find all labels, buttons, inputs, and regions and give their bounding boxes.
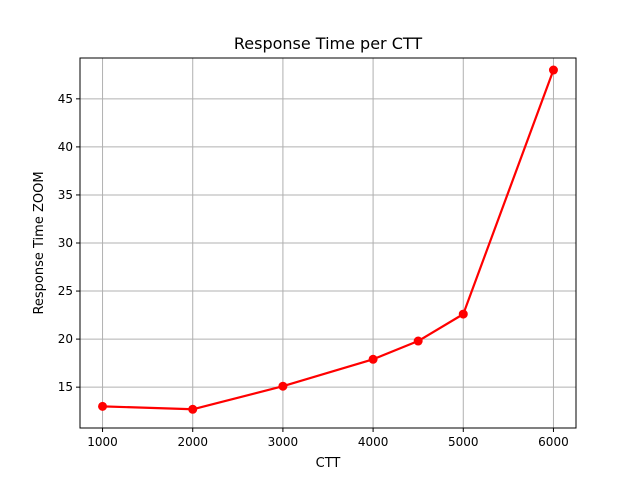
y-tick-label: 20 — [58, 332, 73, 346]
y-tick-label: 45 — [58, 92, 73, 106]
series-line — [101, 68, 555, 411]
y-axis-label: Response Time ZOOM — [32, 171, 47, 314]
chart-title: Response Time per CTT — [234, 34, 423, 53]
x-tick-label: 4000 — [358, 435, 389, 449]
tick-layer: 1000 2000 3000 4000 5000 6000 15 20 25 30 35 40 45 — [58, 92, 569, 449]
x-tick-label: 2000 — [177, 435, 208, 449]
x-tick-label: 5000 — [448, 435, 479, 449]
x-axis-label: CTT — [316, 456, 341, 471]
data-point — [368, 354, 378, 364]
grid-layer — [80, 58, 576, 428]
y-tick-label: 25 — [58, 284, 73, 298]
data-point — [548, 65, 558, 75]
data-point — [458, 309, 468, 319]
y-tick-label: 35 — [58, 188, 73, 202]
y-tick-label: 30 — [58, 236, 73, 250]
y-tick-label: 15 — [58, 380, 73, 394]
data-point — [413, 336, 423, 346]
y-tick-label: 40 — [58, 140, 73, 154]
series-layer — [98, 65, 558, 414]
data-point — [278, 381, 288, 391]
data-point — [188, 404, 198, 414]
x-tick-label: 6000 — [538, 435, 569, 449]
x-tick-label: 3000 — [268, 435, 299, 449]
x-tick-label: 1000 — [87, 435, 118, 449]
data-point — [98, 401, 108, 411]
